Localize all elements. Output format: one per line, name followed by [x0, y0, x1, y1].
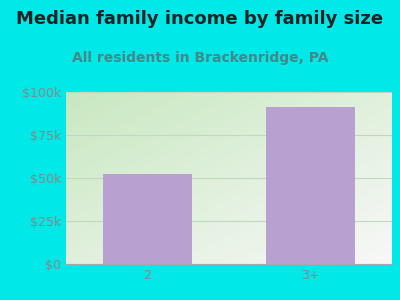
Text: All residents in Brackenridge, PA: All residents in Brackenridge, PA: [72, 51, 328, 65]
Text: Median family income by family size: Median family income by family size: [16, 11, 384, 28]
Bar: [103, 174, 192, 264]
Bar: [266, 107, 355, 264]
